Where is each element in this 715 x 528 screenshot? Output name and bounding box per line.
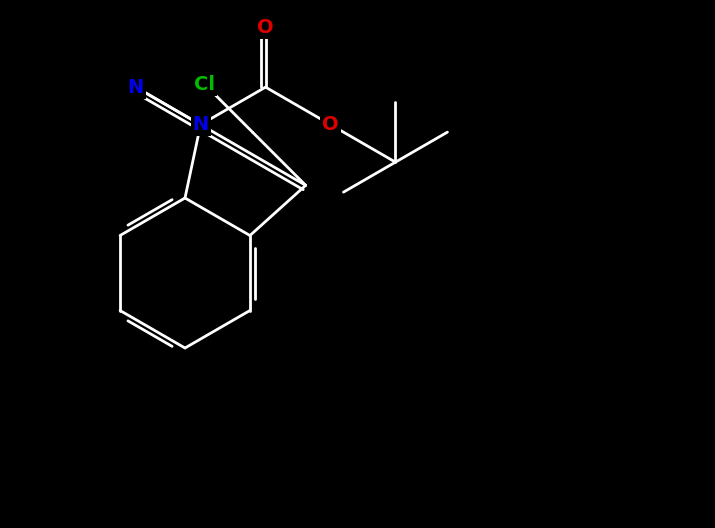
Text: N: N — [192, 115, 209, 134]
Text: O: O — [257, 17, 274, 36]
Text: O: O — [322, 115, 339, 134]
Text: Cl: Cl — [194, 75, 215, 94]
Text: N: N — [127, 78, 144, 97]
